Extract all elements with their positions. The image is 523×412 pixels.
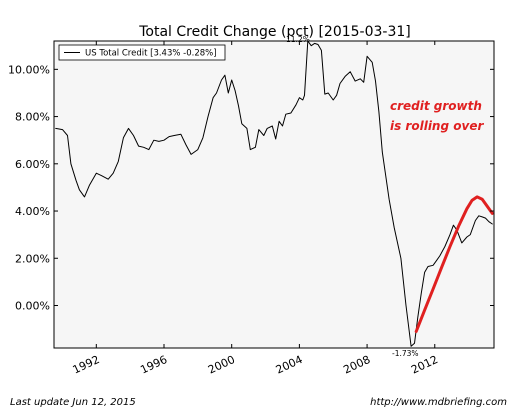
series-layer <box>55 40 494 347</box>
plot-frame <box>53 40 495 349</box>
y-tick-label: 0.00% <box>15 299 50 312</box>
series-line-us-total-credit <box>55 40 493 347</box>
annotation-credit-growth: credit growth <box>390 99 482 113</box>
series-line-trend-highlight <box>414 195 494 333</box>
x-tick-label: 1996 <box>138 353 169 377</box>
y-tick-label: 4.00% <box>15 205 50 218</box>
x-tick-label: 2004 <box>274 353 305 377</box>
y-tick-label: 6.00% <box>15 158 50 171</box>
annotation-rolling-over: is rolling over <box>390 119 484 133</box>
y-tick-label: 8.00% <box>15 111 50 124</box>
x-tick-label: 1992 <box>71 353 102 377</box>
footer-source-url: http://www.mdbriefing.com <box>370 397 507 408</box>
x-tick-label: 2008 <box>341 353 372 377</box>
footer-last-update: Last update Jun 12, 2015 <box>10 397 136 408</box>
chart-title: Total Credit Change (pct) [2015-03-31] <box>138 24 410 40</box>
legend-label: US Total Credit [3.43% -0.28%] <box>85 49 217 59</box>
annotation-max-value: 11.2% <box>286 35 310 44</box>
y-axis: 0.00% 2.00% 4.00% 6.00% 8.00% 10.00% <box>8 63 494 312</box>
y-tick-label: 10.00% <box>8 63 50 76</box>
legend-box <box>58 44 226 61</box>
legend: US Total Credit [3.43% -0.28%] <box>58 44 226 61</box>
annotation-min-value: -1.73% <box>392 349 419 358</box>
x-tick-label: 2000 <box>206 353 237 377</box>
y-tick-label: 2.00% <box>15 252 50 265</box>
